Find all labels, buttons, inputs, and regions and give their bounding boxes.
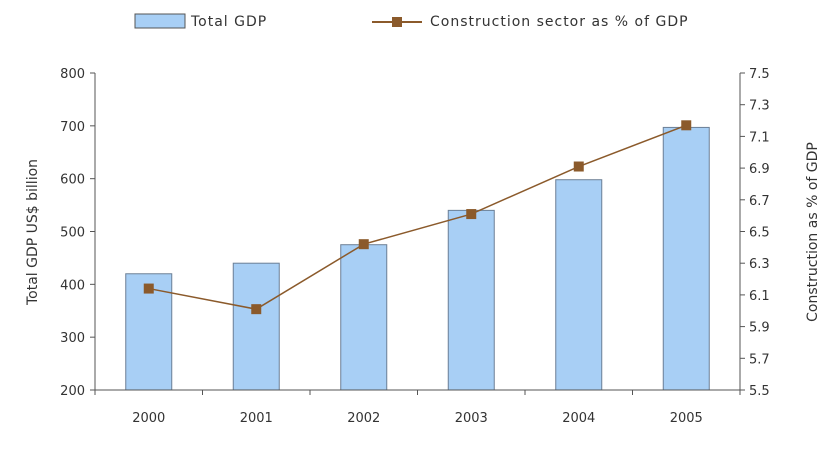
- marker-construction: [466, 209, 477, 220]
- x-tick-label: 2001: [240, 411, 273, 426]
- marker-construction: [681, 120, 692, 131]
- y-left-tick-label: 200: [60, 384, 85, 399]
- x-tick-label: 2004: [562, 411, 595, 426]
- bar-total-gdp: [662, 126, 710, 391]
- y-left-tick-label: 800: [60, 67, 85, 82]
- legend-label-total-gdp: Total GDP: [190, 14, 267, 30]
- y-right-tick-label: 7.1: [749, 130, 770, 145]
- y-axis-left-title: Total GDP US$ billion: [25, 159, 41, 306]
- marker-construction: [358, 239, 369, 250]
- x-tick-label: 2002: [347, 411, 380, 426]
- x-tick-label: 2000: [132, 411, 165, 426]
- marker-construction: [143, 283, 154, 294]
- x-tick-label: 2005: [670, 411, 703, 426]
- y-right-tick-label: 5.9: [749, 321, 770, 336]
- line-construction: [148, 124, 687, 310]
- bar-total-gdp: [232, 262, 280, 391]
- y-left-tick-label: 500: [60, 226, 85, 241]
- y-right-tick-label: 5.7: [749, 352, 770, 367]
- y-axis-right-title: Construction as % of GDP: [805, 142, 821, 322]
- y-right-tick-label: 5.5: [749, 384, 770, 399]
- y-left-tick-label: 600: [60, 173, 85, 188]
- y-right-tick-label: 7.5: [749, 67, 770, 82]
- x-tick-label: 2003: [455, 411, 488, 426]
- y-right-tick-label: 6.9: [749, 162, 770, 177]
- legend-marker-construction: [392, 17, 402, 27]
- y-right-tick-label: 6.1: [749, 289, 770, 304]
- marker-construction: [251, 304, 262, 315]
- y-right-tick-label: 6.7: [749, 194, 770, 209]
- marker-construction: [573, 161, 584, 172]
- y-right-tick-label: 7.3: [749, 99, 770, 114]
- y-right-tick-label: 6.5: [749, 226, 770, 241]
- plot-area: 200 300 400 500 600 700 800 5.5 5.7 5.9 6.1 6.3 6.5 6…: [60, 67, 770, 426]
- bar-total-gdp: [340, 244, 388, 391]
- legend-label-construction: Construction sector as % of GDP: [430, 14, 689, 30]
- y-left-tick-label: 700: [60, 120, 85, 135]
- bar-total-gdp: [447, 209, 495, 391]
- y-left-tick-label: 300: [60, 331, 85, 346]
- legend-swatch-total-gdp: [134, 13, 186, 29]
- legend: Total GDP Construction sector as % of GD…: [134, 13, 689, 30]
- y-right-tick-label: 6.3: [749, 257, 770, 272]
- y-left-tick-label: 400: [60, 278, 85, 293]
- bar-total-gdp: [555, 179, 603, 391]
